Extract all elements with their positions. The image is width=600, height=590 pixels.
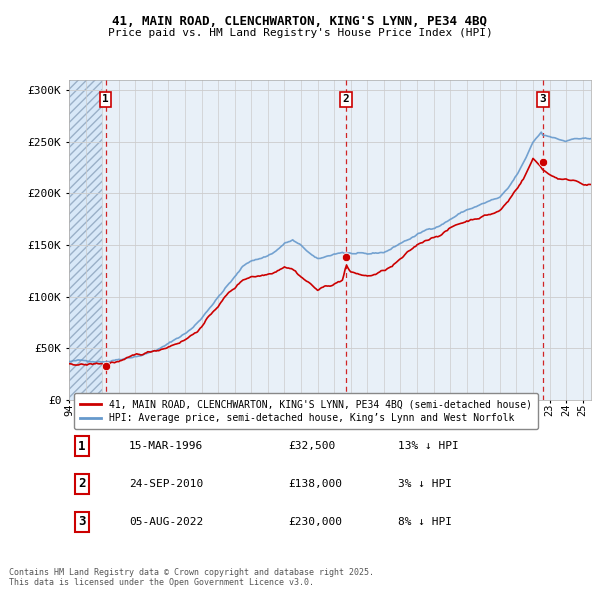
Text: 2: 2 (78, 477, 86, 490)
Text: Contains HM Land Registry data © Crown copyright and database right 2025.
This d: Contains HM Land Registry data © Crown c… (9, 568, 374, 587)
Text: 3: 3 (539, 94, 546, 104)
Legend: 41, MAIN ROAD, CLENCHWARTON, KING'S LYNN, PE34 4BQ (semi-detached house), HPI: A: 41, MAIN ROAD, CLENCHWARTON, KING'S LYNN… (74, 394, 538, 429)
Text: 3: 3 (78, 515, 86, 528)
Text: Price paid vs. HM Land Registry's House Price Index (HPI): Price paid vs. HM Land Registry's House … (107, 28, 493, 38)
Bar (69, 80, 102, 400)
Text: 41, MAIN ROAD, CLENCHWARTON, KING'S LYNN, PE34 4BQ: 41, MAIN ROAD, CLENCHWARTON, KING'S LYNN… (113, 15, 487, 28)
Text: 24-SEP-2010: 24-SEP-2010 (129, 479, 203, 489)
Text: 2: 2 (343, 94, 350, 104)
Text: 15-MAR-1996: 15-MAR-1996 (129, 441, 203, 451)
Text: 05-AUG-2022: 05-AUG-2022 (129, 517, 203, 527)
Text: £138,000: £138,000 (288, 479, 342, 489)
Text: 1: 1 (78, 440, 86, 453)
Text: £230,000: £230,000 (288, 517, 342, 527)
Text: 3% ↓ HPI: 3% ↓ HPI (398, 479, 452, 489)
Text: 1: 1 (102, 94, 109, 104)
Text: 8% ↓ HPI: 8% ↓ HPI (398, 517, 452, 527)
Text: 13% ↓ HPI: 13% ↓ HPI (398, 441, 458, 451)
Text: £32,500: £32,500 (288, 441, 335, 451)
